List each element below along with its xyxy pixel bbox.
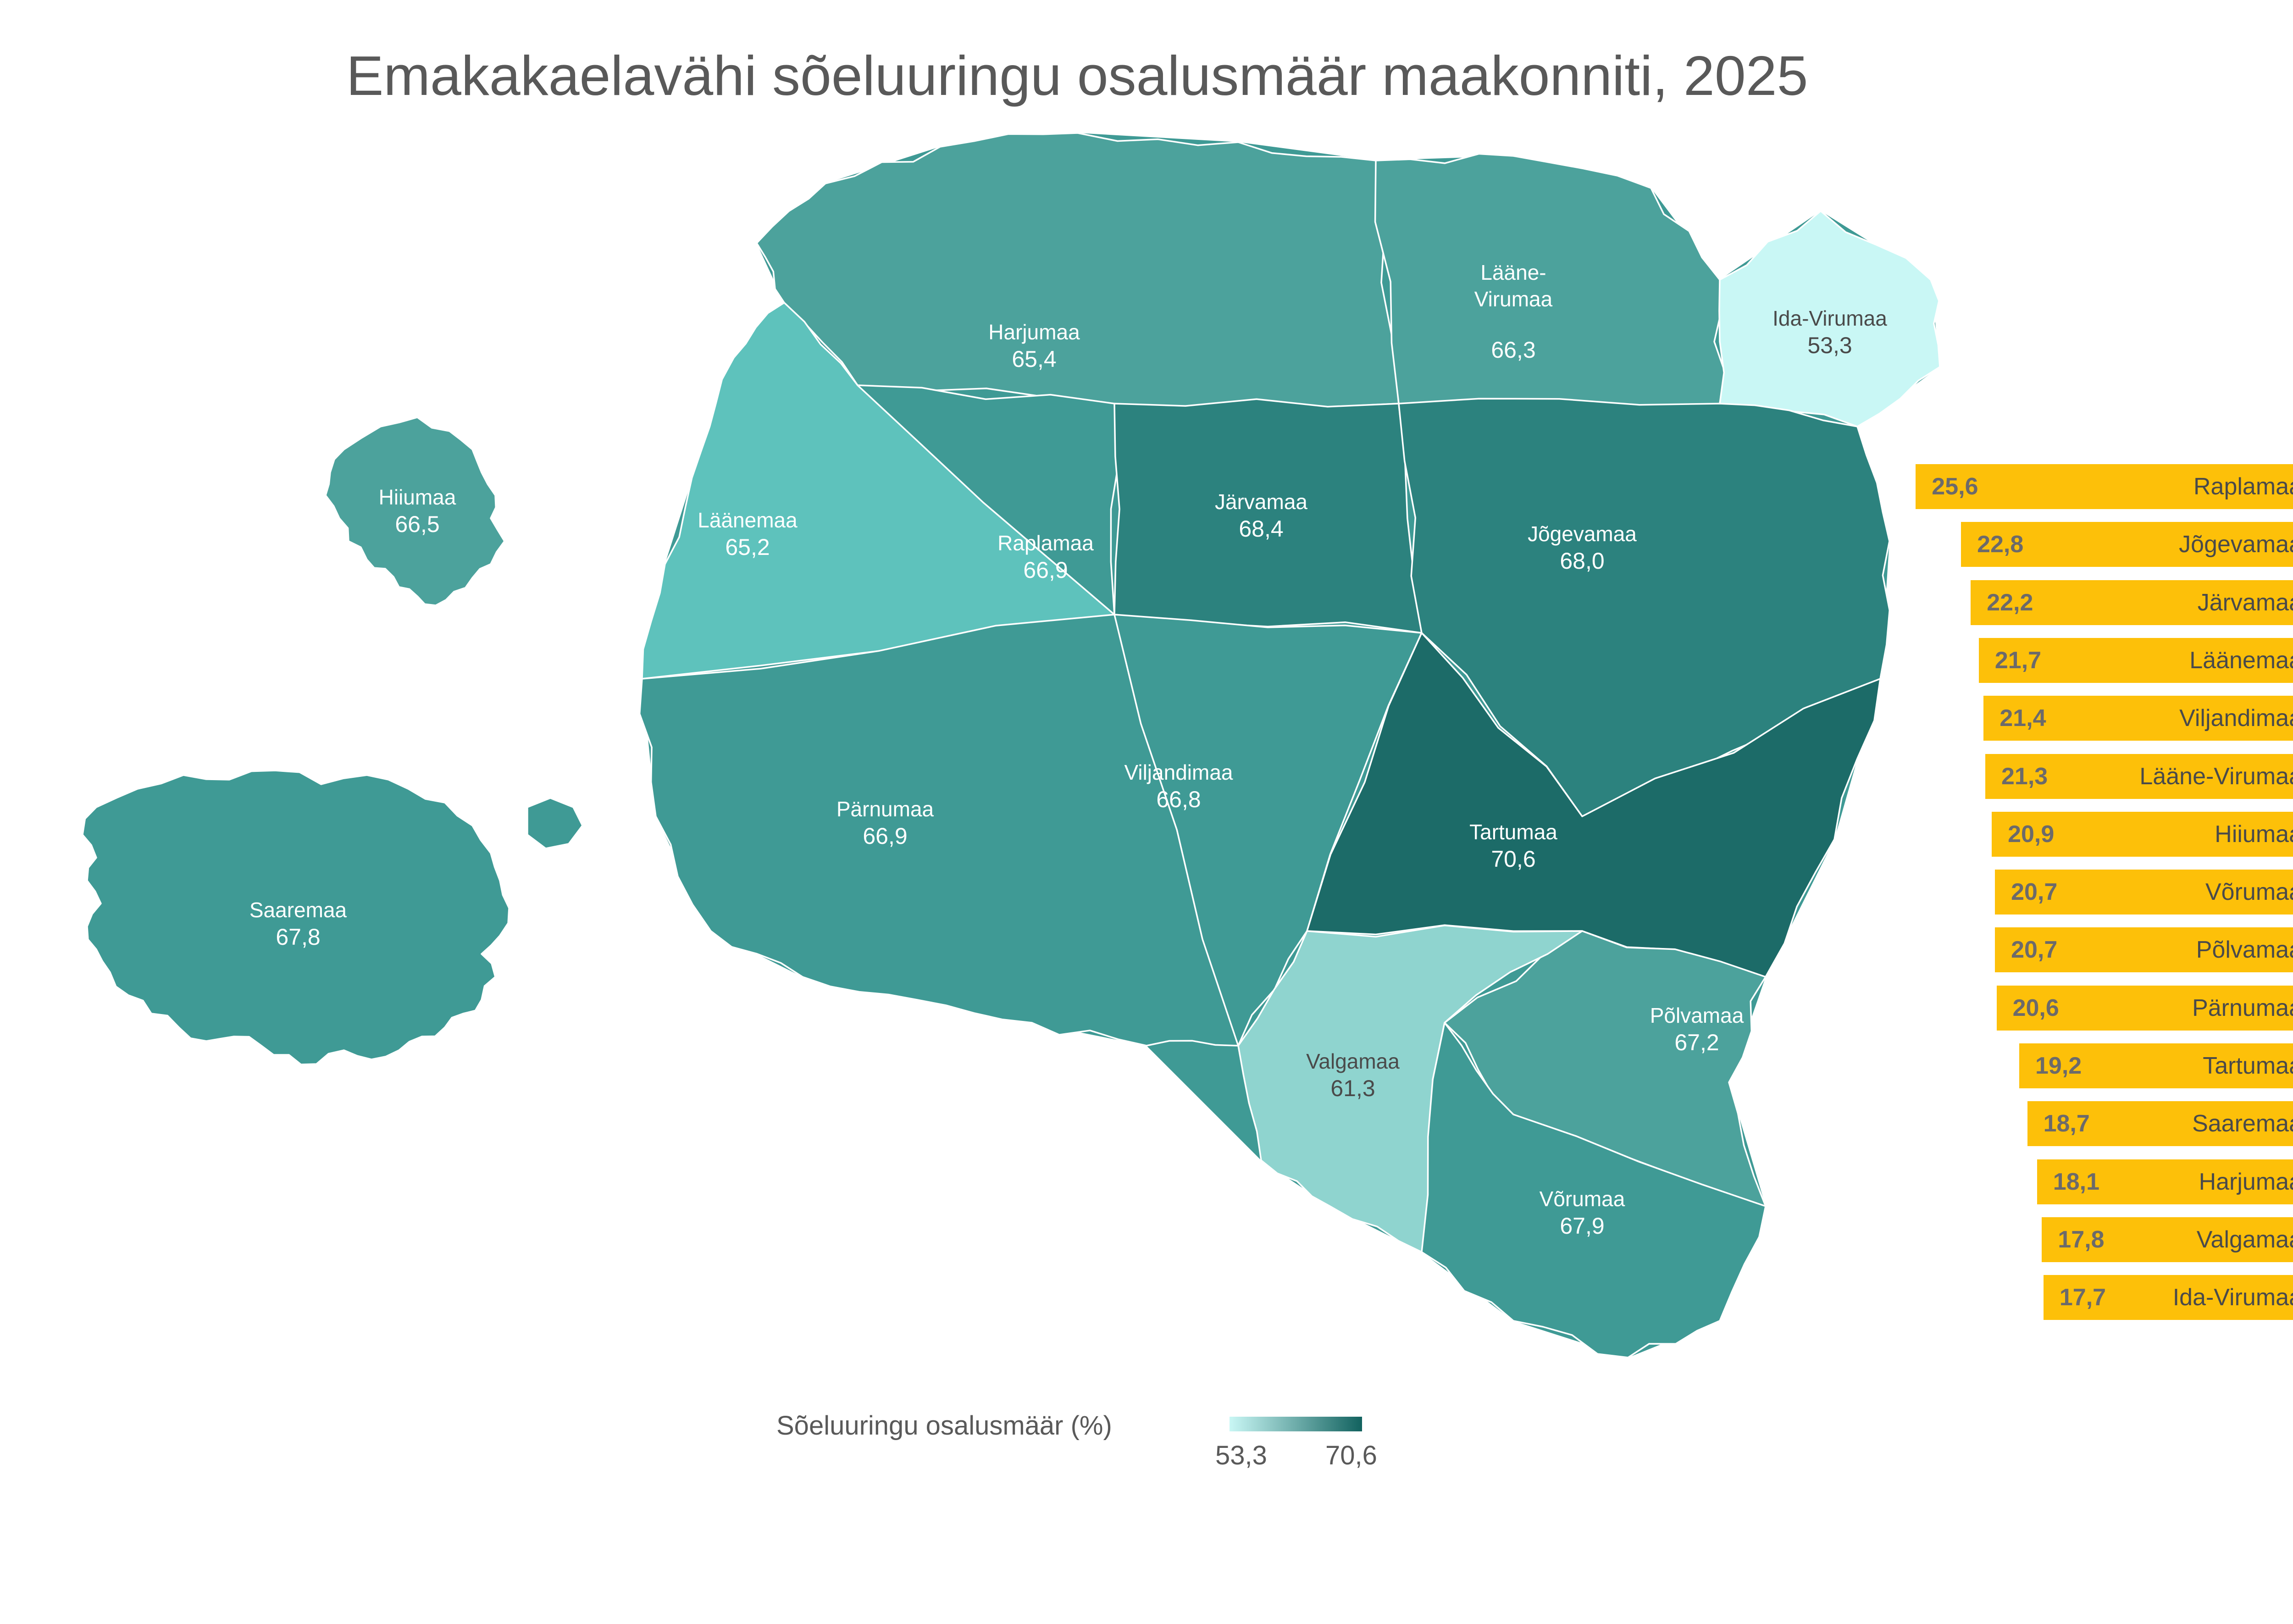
svg-text:66,5: 66,5 bbox=[395, 511, 439, 537]
svg-text:Raplamaa: Raplamaa bbox=[997, 531, 1094, 555]
svg-text:66,8: 66,8 bbox=[1156, 787, 1201, 812]
svg-text:Järvamaa: Järvamaa bbox=[1215, 490, 1307, 514]
svg-text:67,8: 67,8 bbox=[276, 924, 320, 950]
svg-text:61,3: 61,3 bbox=[1330, 1075, 1375, 1101]
svg-text:Põlvamaa: Põlvamaa bbox=[1650, 1003, 1744, 1027]
svg-text:66,9: 66,9 bbox=[1023, 557, 1068, 583]
svg-text:66,9: 66,9 bbox=[863, 823, 907, 849]
svg-text:Võrumaa: Võrumaa bbox=[1540, 1187, 1625, 1211]
svg-text:67,2: 67,2 bbox=[1674, 1030, 1719, 1055]
svg-text:67,9: 67,9 bbox=[1560, 1213, 1604, 1239]
svg-text:66,3: 66,3 bbox=[1491, 337, 1535, 363]
svg-text:65,2: 65,2 bbox=[725, 534, 770, 560]
svg-text:65,4: 65,4 bbox=[1012, 346, 1056, 372]
svg-text:Tartumaa: Tartumaa bbox=[1469, 820, 1557, 844]
svg-text:Saaremaa: Saaremaa bbox=[249, 898, 347, 922]
svg-text:Ida-Virumaa: Ida-Virumaa bbox=[1772, 306, 1887, 330]
svg-text:Pärnumaa: Pärnumaa bbox=[836, 797, 934, 821]
svg-text:68,0: 68,0 bbox=[1560, 548, 1604, 574]
svg-text:68,4: 68,4 bbox=[1239, 516, 1283, 542]
svg-text:70,6: 70,6 bbox=[1491, 846, 1535, 872]
svg-text:Hiiumaa: Hiiumaa bbox=[379, 485, 456, 509]
svg-text:Harjumaa: Harjumaa bbox=[988, 320, 1080, 344]
svg-text:Viljandimaa: Viljandimaa bbox=[1124, 760, 1233, 784]
svg-text:53,3: 53,3 bbox=[1807, 333, 1852, 358]
svg-text:Läänemaa: Läänemaa bbox=[698, 508, 798, 532]
svg-text:Jõgevamaa: Jõgevamaa bbox=[1528, 522, 1637, 546]
svg-text:Valgamaa: Valgamaa bbox=[1306, 1049, 1400, 1073]
